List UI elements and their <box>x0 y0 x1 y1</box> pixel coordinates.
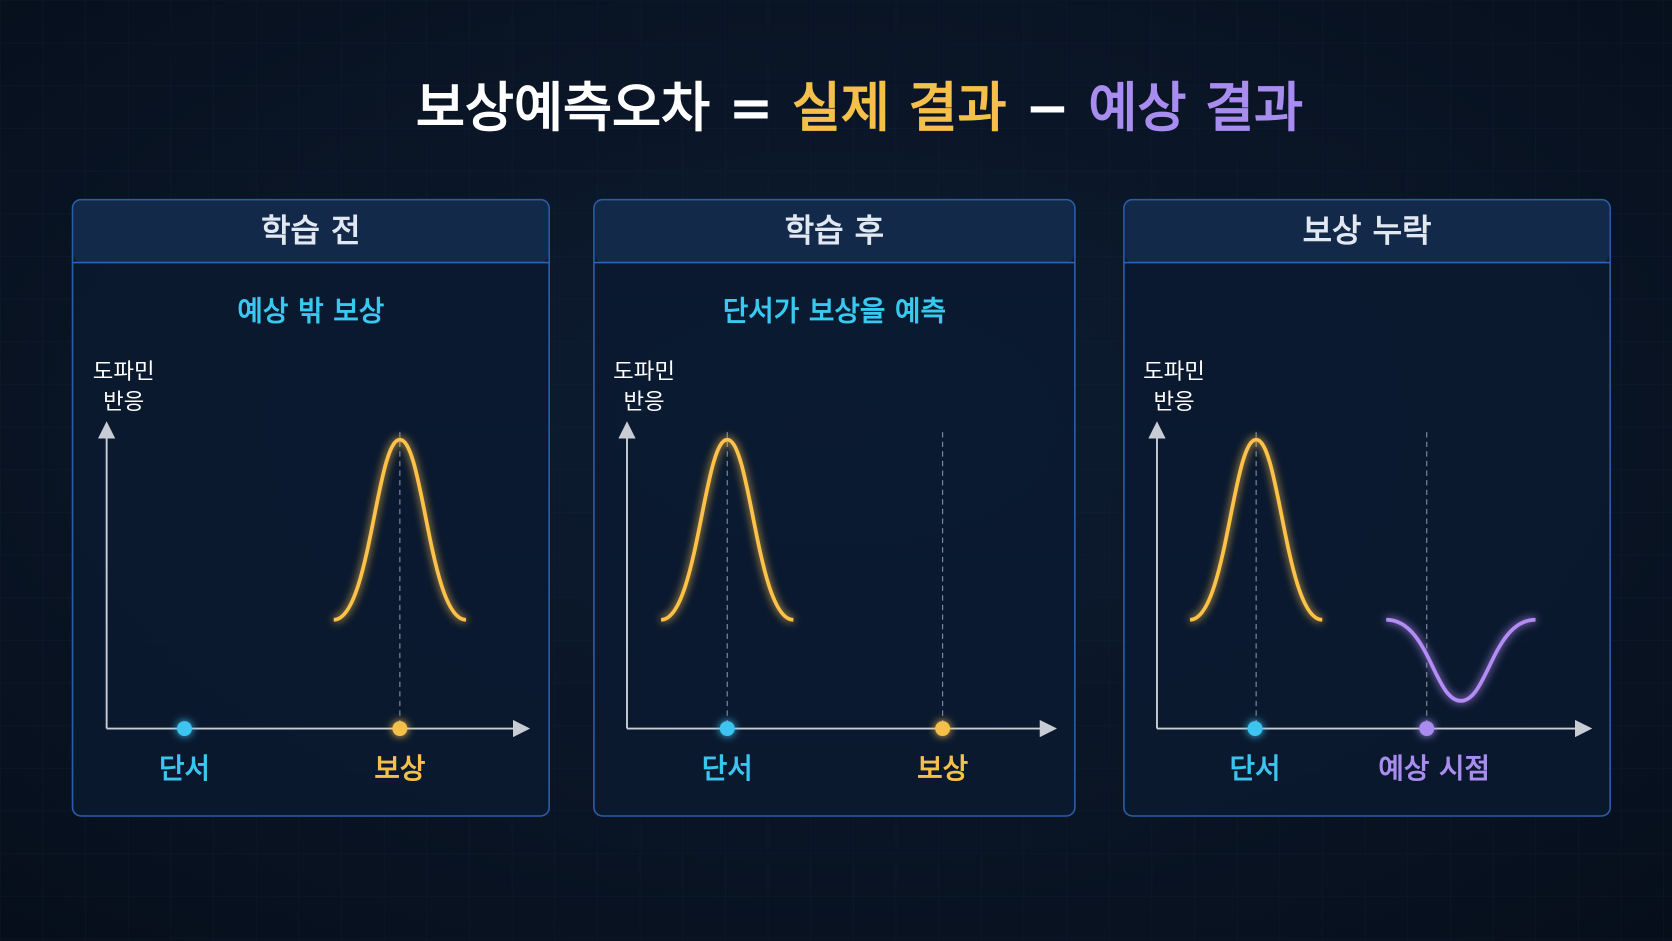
title-part: − <box>1025 77 1070 139</box>
panel-frame <box>1123 198 1611 817</box>
x-axis-label: 단서 <box>702 752 753 785</box>
event-dot <box>719 721 735 737</box>
x-axis-label: 단서 <box>159 752 210 785</box>
dopamine-dip <box>1386 617 1536 703</box>
y-axis-label: 반응 <box>1153 389 1194 415</box>
panel-header-bg <box>73 200 549 263</box>
y-axis-label: 반응 <box>623 389 664 415</box>
x-axis-label: 단서 <box>1230 752 1281 785</box>
panel-header: 학습 후 <box>785 212 884 250</box>
title: 보상예측오차 = 실제 결과 − 예상 결과 <box>416 77 1303 139</box>
panel-header: 학습 전 <box>261 212 360 250</box>
y-axis-label: 반응 <box>103 389 144 415</box>
panel-header: 보상 누락 <box>1303 212 1432 250</box>
x-axis-label: 보상 <box>374 752 426 785</box>
event-dot <box>1419 721 1435 737</box>
panel-frame <box>593 198 1076 817</box>
event-dot <box>935 721 951 737</box>
title-part: 실제 결과 <box>792 77 1007 139</box>
dopamine-peak <box>1189 437 1323 622</box>
title-part: 보상예측오차 = <box>416 77 773 139</box>
event-dot <box>1247 721 1263 737</box>
panel-subtitle: 예상 밖 보상 <box>237 295 384 328</box>
event-dot <box>177 721 192 737</box>
x-axis-label: 예상 시점 <box>1378 752 1490 785</box>
y-axis-label: 도파민 <box>613 359 675 385</box>
panel-subtitle: 단서가 보상을 예측 <box>723 295 946 328</box>
dopamine-peak <box>333 437 467 622</box>
x-axis-label: 보상 <box>917 752 969 785</box>
event-dot <box>392 721 408 737</box>
y-axis-label: 도파민 <box>93 359 155 385</box>
y-axis-label: 도파민 <box>1143 359 1205 385</box>
panel-header-bg <box>595 200 1074 263</box>
title-part: 예상 결과 <box>1088 77 1303 139</box>
panel-frame <box>71 198 550 817</box>
dopamine-peak <box>660 437 794 622</box>
panel-header-bg <box>1124 200 1610 263</box>
